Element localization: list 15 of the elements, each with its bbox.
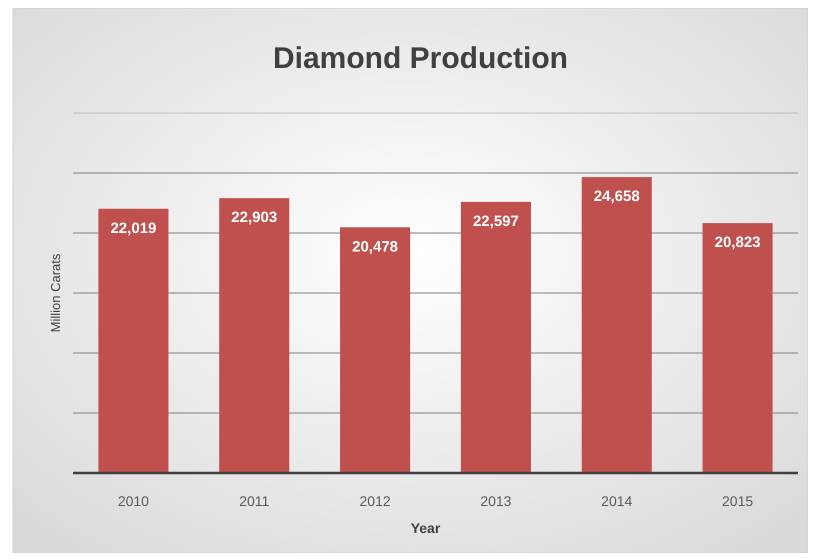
data-label: 20,478 <box>352 238 398 256</box>
x-tick-label: 2013 <box>480 493 512 509</box>
x-tick-label: 2010 <box>118 493 150 509</box>
y-axis-title: Million Carats <box>48 253 63 332</box>
x-axis-title: Year <box>410 520 441 536</box>
data-label: 22,903 <box>231 209 278 226</box>
x-tick-label: 2014 <box>601 493 633 509</box>
x-tick-label: 2012 <box>360 493 391 509</box>
data-label: 24,658 <box>594 188 640 206</box>
data-label: 20,823 <box>714 234 761 252</box>
data-label: 22,597 <box>472 212 519 230</box>
x-tick-label: 2015 <box>722 493 754 509</box>
chart-title: Diamond Production <box>273 42 568 75</box>
data-label: 22,019 <box>110 220 156 237</box>
x-tick-label: 2011 <box>239 493 270 509</box>
